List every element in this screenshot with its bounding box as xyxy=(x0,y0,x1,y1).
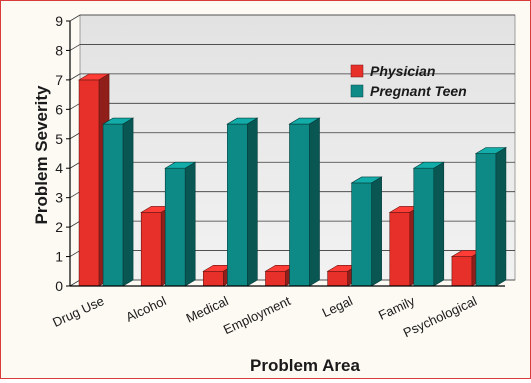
gridline-diagonal xyxy=(69,73,81,81)
x-tick-label: Legal xyxy=(320,293,355,320)
x-tick-label: Medical xyxy=(184,293,231,326)
bar-front xyxy=(351,182,372,287)
x-tick-label: Employment xyxy=(221,293,293,337)
bar-side xyxy=(122,117,134,287)
bar-side xyxy=(309,117,320,287)
bar-front xyxy=(140,212,162,287)
bar-front xyxy=(413,167,435,287)
bar-pregnant-teen xyxy=(288,117,321,287)
gridline-diagonal xyxy=(69,191,81,199)
gridline-diagonal xyxy=(69,44,81,51)
bar-pregnant-teen xyxy=(164,161,197,287)
legend: Physician Pregnant Teen xyxy=(350,63,467,99)
gridline-diagonal xyxy=(69,279,81,287)
y-axis-title: Problem Severity xyxy=(32,85,51,224)
bar-side xyxy=(371,176,382,287)
bar-front xyxy=(265,270,286,287)
bar-side xyxy=(247,117,258,287)
bar-side xyxy=(495,146,507,287)
bar-pregnant-teen xyxy=(412,161,445,287)
bar-front xyxy=(289,123,310,287)
bar-physician xyxy=(326,264,359,287)
legend-label-physician: Physician xyxy=(370,63,435,79)
x-tick-label: Drug Use xyxy=(50,293,106,330)
gridline-diagonal xyxy=(69,220,81,228)
y-tick-label: 1 xyxy=(55,249,63,265)
y-tick-label: 2 xyxy=(55,219,63,235)
y-tick-label: 0 xyxy=(55,278,63,294)
x-tick-label: Alcohol xyxy=(123,293,168,325)
x-tick-label: Family xyxy=(376,293,417,323)
y-tick-label: 3 xyxy=(55,190,63,206)
bar-front xyxy=(451,256,473,287)
y-tick-label: 8 xyxy=(55,42,63,58)
bar-front xyxy=(475,153,497,287)
y-tick-label: 5 xyxy=(55,131,63,147)
bar-pregnant-teen xyxy=(474,146,508,287)
bar-front xyxy=(164,167,186,287)
gridline-diagonal xyxy=(69,250,81,257)
bar-front xyxy=(78,79,100,287)
y-tick-label: 9 xyxy=(55,13,63,29)
x-axis-title: Problem Area xyxy=(250,356,360,375)
bar-pregnant-teen xyxy=(101,117,135,287)
bar-pregnant-teen xyxy=(226,117,259,287)
gridline-diagonal xyxy=(69,132,81,140)
bar-front xyxy=(227,123,248,287)
legend-label-pregnant-teen: Pregnant Teen xyxy=(370,83,467,99)
y-tick-label: 4 xyxy=(55,160,63,176)
bar-front xyxy=(389,212,411,287)
bar-front xyxy=(203,270,224,287)
bar-side xyxy=(433,161,445,287)
bar-front xyxy=(327,270,348,287)
gridline-diagonal xyxy=(69,161,81,169)
y-tick-label: 6 xyxy=(55,101,63,117)
gridline-diagonal xyxy=(69,102,81,110)
legend-swatch-pregnant-teen xyxy=(350,84,364,98)
y-tick-label: 7 xyxy=(55,72,63,88)
bar-pregnant-teen xyxy=(350,176,383,287)
legend-swatch-physician xyxy=(350,64,364,78)
bar-front xyxy=(102,123,124,287)
bar-side xyxy=(184,161,196,287)
gridline-diagonal xyxy=(69,14,81,22)
